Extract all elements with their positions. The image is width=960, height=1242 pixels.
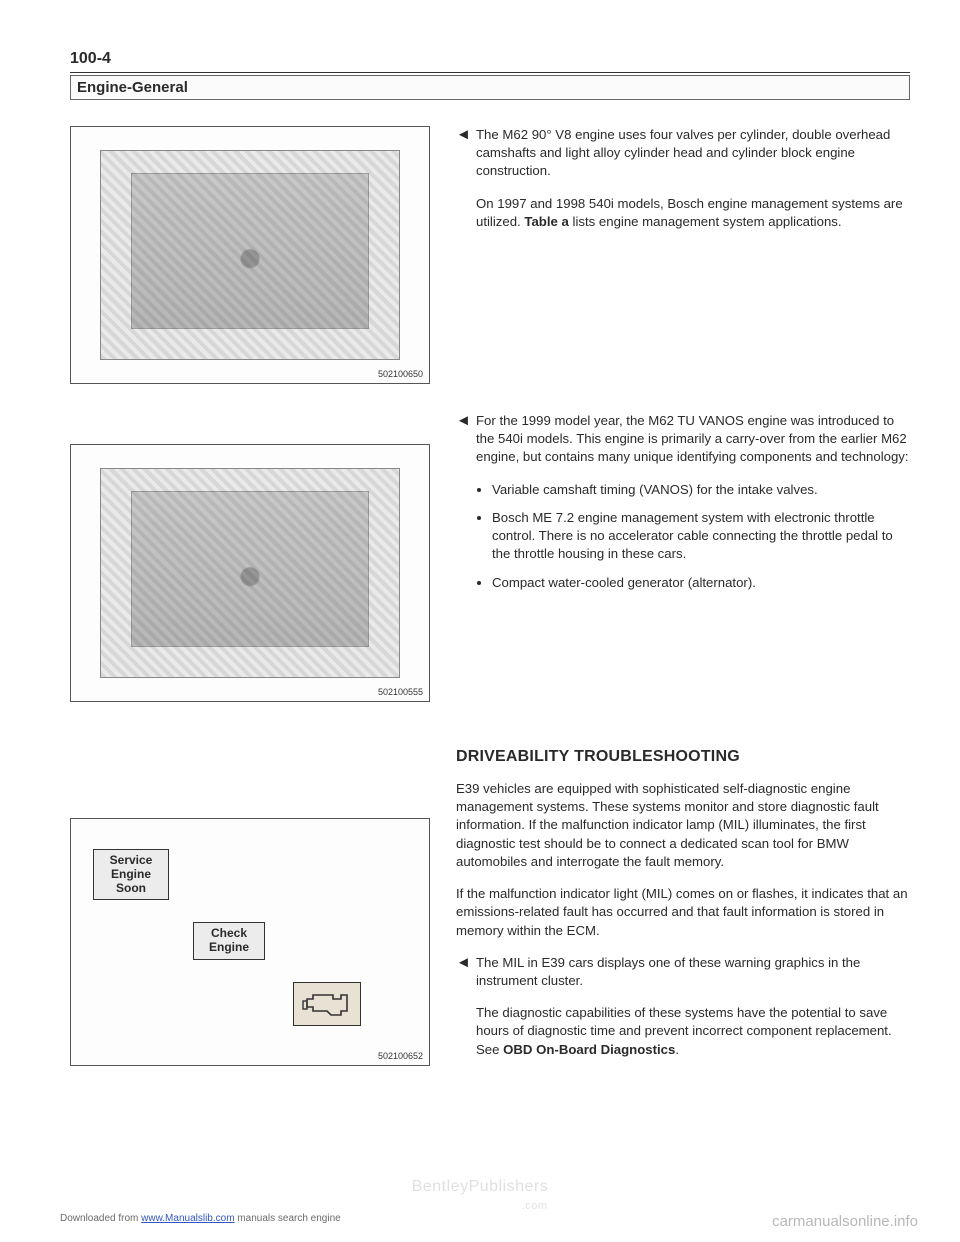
heading-sc: ROUBLESHOOTING bbox=[584, 748, 740, 765]
heading-sc: RIVEABILITY bbox=[468, 748, 570, 765]
watermark-text: .com bbox=[522, 1200, 548, 1212]
watermark-text: BentleyPublishers bbox=[412, 1178, 549, 1195]
bullet-list: Variable camshaft timing (VANOS) for the… bbox=[456, 481, 910, 592]
label-line: Service bbox=[110, 853, 153, 867]
label-line: Soon bbox=[116, 881, 146, 895]
footer-left: Downloaded from www.Manualslib.com manua… bbox=[60, 1213, 341, 1230]
page-rule bbox=[70, 72, 910, 73]
body-text: The diagnostic capabilities of these sys… bbox=[456, 1004, 910, 1059]
check-engine-label: Check Engine bbox=[193, 922, 265, 960]
label-line: Engine bbox=[111, 867, 151, 881]
figure-code: 502100555 bbox=[378, 687, 423, 697]
label-line: Check bbox=[211, 926, 247, 940]
heading-cap: D bbox=[456, 748, 468, 765]
pointer-arrow-icon: ◄ bbox=[456, 127, 471, 142]
footer-text: Downloaded from bbox=[60, 1213, 141, 1224]
driveability-heading: DRIVEABILITY TROUBLESHOOTING bbox=[456, 748, 910, 766]
engine-figure-1: 502100650 bbox=[70, 126, 430, 384]
mil-warning-figure: Service Engine Soon Check Engine 5021006… bbox=[70, 818, 430, 1066]
page-number: 100-4 bbox=[70, 50, 910, 68]
body-text: E39 vehicles are equipped with sophistic… bbox=[456, 780, 910, 871]
heading-cap: T bbox=[570, 748, 585, 765]
body-text: For the 1999 model year, the M62 TU VANO… bbox=[476, 413, 909, 464]
body-text: If the malfunction indicator light (MIL)… bbox=[456, 885, 910, 940]
bullet-item: Variable camshaft timing (VANOS) for the… bbox=[492, 481, 910, 499]
body-text: The MIL in E39 cars displays one of thes… bbox=[476, 955, 860, 988]
engine-illustration bbox=[100, 468, 400, 678]
footer-right: carmanualsonline.info bbox=[772, 1213, 918, 1230]
engine-figure-2: 502100555 bbox=[70, 444, 430, 702]
text-bold: Table a bbox=[524, 214, 568, 229]
service-engine-soon-label: Service Engine Soon bbox=[93, 849, 169, 900]
label-line: Engine bbox=[209, 940, 249, 954]
body-text: The M62 90° V8 engine uses four valves p… bbox=[476, 127, 890, 178]
text-run: . bbox=[675, 1042, 679, 1057]
bullet-item: Bosch ME 7.2 engine management system wi… bbox=[492, 509, 910, 564]
page-footer: Downloaded from www.Manualslib.com manua… bbox=[0, 1213, 960, 1230]
engine-warning-icon bbox=[293, 982, 361, 1026]
watermark: BentleyPublishers .com bbox=[412, 1178, 549, 1214]
text-run: lists engine management system applicati… bbox=[569, 214, 842, 229]
manualslib-link[interactable]: www.Manualslib.com bbox=[141, 1213, 234, 1224]
footer-text: manuals search engine bbox=[235, 1213, 341, 1224]
pointer-arrow-icon: ◄ bbox=[456, 413, 471, 428]
engine-illustration bbox=[100, 150, 400, 360]
body-text: On 1997 and 1998 540i models, Bosch engi… bbox=[456, 195, 910, 231]
figure-code: 502100650 bbox=[378, 369, 423, 379]
section-header: Engine-General bbox=[70, 75, 910, 100]
bullet-item: Compact water-cooled generator (alternat… bbox=[492, 574, 910, 592]
figure-code: 502100652 bbox=[378, 1051, 423, 1061]
text-bold: OBD On-Board Diagnostics bbox=[503, 1042, 675, 1057]
pointer-arrow-icon: ◄ bbox=[456, 955, 471, 970]
